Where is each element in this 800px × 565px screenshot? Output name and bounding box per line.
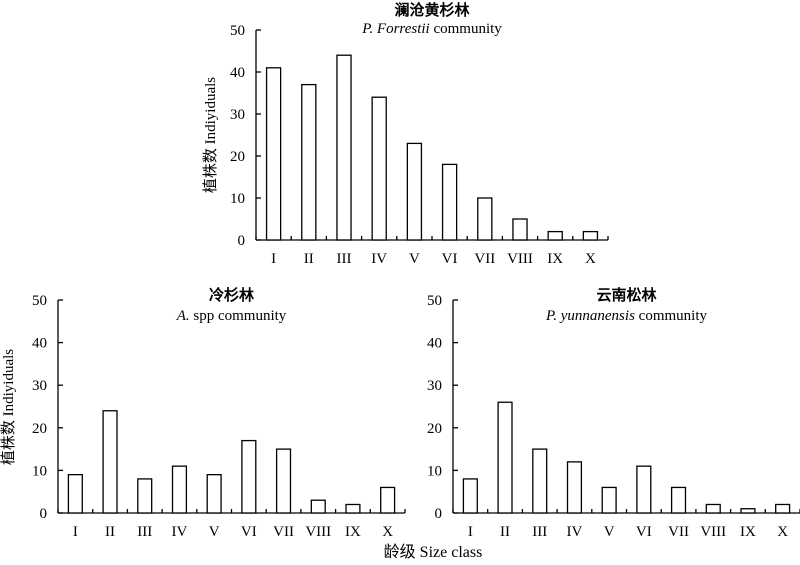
bar-VII xyxy=(477,197,493,241)
x-tick-label: III xyxy=(337,251,352,267)
x-tick-label: III xyxy=(532,524,547,540)
y-tick-label: 40 xyxy=(230,65,245,81)
bar-V xyxy=(206,474,222,514)
bar-X xyxy=(775,503,791,514)
x-tick-label: V xyxy=(604,524,615,540)
bar-IX xyxy=(345,503,361,514)
y-tick-label: 0 xyxy=(40,506,48,522)
y-tick-label: 50 xyxy=(230,23,245,39)
chart-subtitle: P. yunnanensis community xyxy=(545,308,707,324)
chart-title: 澜沧黄杉林 xyxy=(394,1,470,19)
subtitle-species: P. Forrestii xyxy=(361,21,430,37)
bar-X xyxy=(582,230,599,241)
bar-IX xyxy=(740,508,756,514)
x-tick-label: II xyxy=(105,524,115,540)
x-tick-label: IX xyxy=(345,524,361,540)
bar-IV xyxy=(171,465,188,514)
bar-III xyxy=(137,478,153,514)
bar-VIII xyxy=(310,499,326,514)
x-tick-label: V xyxy=(409,251,420,267)
bar-VIII xyxy=(705,503,721,514)
bar-III xyxy=(532,448,548,514)
figure-x-axis-label: 龄级 Size class xyxy=(384,543,483,561)
chart-title: 云南松林 xyxy=(596,286,657,304)
bar-IV xyxy=(371,96,387,241)
x-tick-label: II xyxy=(500,524,510,540)
chart-subtitle: A. spp community xyxy=(176,308,287,324)
y-tick-label: 30 xyxy=(230,107,245,123)
x-tick-label: VII xyxy=(273,524,294,540)
bar-II xyxy=(497,401,513,514)
y-tick-label: 50 xyxy=(427,293,442,309)
bar-III xyxy=(336,54,352,241)
y-tick-label: 20 xyxy=(230,149,245,165)
subtitle-community: community xyxy=(430,21,503,37)
subtitle-community: spp community xyxy=(190,308,287,324)
bar-II xyxy=(301,83,317,241)
x-tick-label: VIII xyxy=(507,251,533,267)
bar-VI xyxy=(241,439,257,514)
x-tick-label: III xyxy=(137,524,152,540)
bar-V xyxy=(406,142,423,241)
y-tick-label: 40 xyxy=(427,336,442,352)
x-tick-label: VI xyxy=(442,251,458,267)
subtitle-species: P. yunnanensis xyxy=(545,308,635,324)
x-tick-label: I xyxy=(73,524,78,540)
y-tick-label: 50 xyxy=(32,293,47,309)
x-tick-label: IV xyxy=(567,524,583,540)
x-tick-label: I xyxy=(271,251,276,267)
bar-II xyxy=(102,410,118,514)
bar-I xyxy=(67,474,83,514)
bar-VIII xyxy=(512,218,528,241)
y-tick-label: 40 xyxy=(32,336,47,352)
y-tick-label: 10 xyxy=(427,463,442,479)
y-tick-label: 0 xyxy=(238,233,246,249)
bar-VII xyxy=(670,486,687,514)
x-tick-label: VII xyxy=(668,524,689,540)
y-axis-label: 植株数 Indiyiduals xyxy=(0,349,17,465)
bar-VI xyxy=(441,163,458,241)
x-tick-label: V xyxy=(209,524,220,540)
bar-VII xyxy=(275,448,292,514)
bar-V xyxy=(601,486,617,514)
y-axis-label: 植株数 Indiyiduals xyxy=(202,77,219,193)
bar-X xyxy=(380,486,396,514)
subtitle-species: A. xyxy=(176,308,190,324)
x-tick-label: II xyxy=(304,251,314,267)
bar-VI xyxy=(636,465,652,514)
x-tick-label: IV xyxy=(371,251,387,267)
y-tick-label: 30 xyxy=(427,378,442,394)
y-tick-label: 20 xyxy=(427,421,442,437)
x-tick-label: X xyxy=(382,524,393,540)
x-tick-label: IX xyxy=(547,251,563,267)
y-tick-label: 10 xyxy=(32,463,47,479)
x-tick-label: VI xyxy=(636,524,652,540)
bar-I xyxy=(462,478,478,514)
x-tick-label: VII xyxy=(474,251,495,267)
x-tick-label: VIII xyxy=(700,524,726,540)
x-tick-label: I xyxy=(468,524,473,540)
y-tick-label: 10 xyxy=(230,191,245,207)
x-tick-label: IV xyxy=(172,524,188,540)
bar-IV xyxy=(566,461,583,514)
x-tick-label: VI xyxy=(241,524,257,540)
x-tick-label: X xyxy=(777,524,788,540)
y-tick-label: 0 xyxy=(435,506,443,522)
chart-subtitle: P. Forrestii community xyxy=(361,21,502,37)
bar-I xyxy=(265,67,282,241)
subtitle-community: community xyxy=(635,308,708,324)
y-tick-label: 30 xyxy=(32,378,47,394)
bar-IX xyxy=(547,230,563,241)
x-tick-label: IX xyxy=(740,524,756,540)
y-tick-label: 20 xyxy=(32,421,47,437)
x-tick-label: X xyxy=(585,251,596,267)
chart-title: 冷杉林 xyxy=(209,286,255,304)
x-tick-label: VIII xyxy=(305,524,331,540)
